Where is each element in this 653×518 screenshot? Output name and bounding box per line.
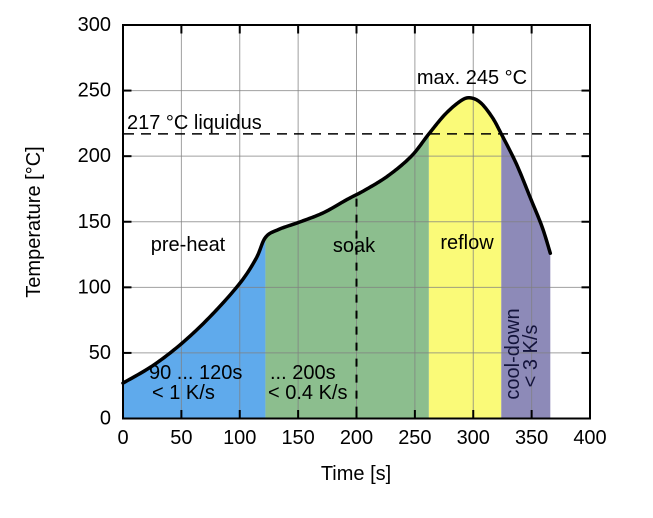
tick-labels-layer: 0 50 100 150 200 250 300 350 400 0 50 100 150 200 250 3… bbox=[78, 14, 607, 449]
x-tick-label: 300 bbox=[457, 427, 490, 449]
y-tick-label: 0 bbox=[100, 408, 111, 430]
x-tick-label: 200 bbox=[340, 427, 373, 449]
x-tick-label: 250 bbox=[398, 427, 431, 449]
plot-border bbox=[122, 24, 591, 420]
preheat-note-line1: 90 ... 120s bbox=[149, 362, 242, 384]
y-tick-label: 300 bbox=[78, 14, 111, 36]
preheat-note-line2: < 1 K/s bbox=[152, 382, 215, 404]
x-axis-title: Time [s] bbox=[321, 463, 391, 485]
soak-note-line1: ... 200s bbox=[270, 362, 336, 384]
region-fill-pre-heat bbox=[123, 237, 266, 419]
region-label-soak: soak bbox=[333, 235, 376, 257]
y-tick-label: 50 bbox=[89, 342, 111, 364]
x-tick-label: 0 bbox=[117, 427, 128, 449]
grid-layer bbox=[124, 26, 589, 418]
y-tick-label: 200 bbox=[78, 145, 111, 167]
x-tick-label: 350 bbox=[515, 427, 548, 449]
region-fill-cool-down bbox=[501, 133, 551, 419]
region-fill-soak bbox=[265, 133, 429, 419]
marks-layer bbox=[121, 24, 591, 420]
y-axis-title: Temperature [°C] bbox=[23, 146, 45, 297]
cooldown-rate-label: < 3 K/s bbox=[520, 325, 542, 388]
x-tick-label: 100 bbox=[223, 427, 256, 449]
temperature-curve bbox=[121, 96, 553, 385]
x-tick-label: 50 bbox=[170, 427, 192, 449]
liquidus-label: 217 °C liquidus bbox=[127, 112, 262, 134]
y-tick-label: 250 bbox=[78, 80, 111, 102]
region-fills-layer bbox=[123, 97, 551, 419]
soak-note-line2: < 0.4 K/s bbox=[268, 382, 348, 404]
max-temperature-label: max. 245 °C bbox=[417, 67, 527, 89]
cooldown-label: cool-down bbox=[502, 308, 524, 399]
y-tick-label: 150 bbox=[78, 211, 111, 233]
x-tick-label: 400 bbox=[573, 427, 606, 449]
region-label-preheat: pre-heat bbox=[151, 234, 226, 256]
y-tick-label: 100 bbox=[78, 276, 111, 298]
x-tick-label: 150 bbox=[281, 427, 314, 449]
region-label-reflow: reflow bbox=[440, 232, 494, 254]
region-fill-reflow bbox=[428, 97, 502, 419]
